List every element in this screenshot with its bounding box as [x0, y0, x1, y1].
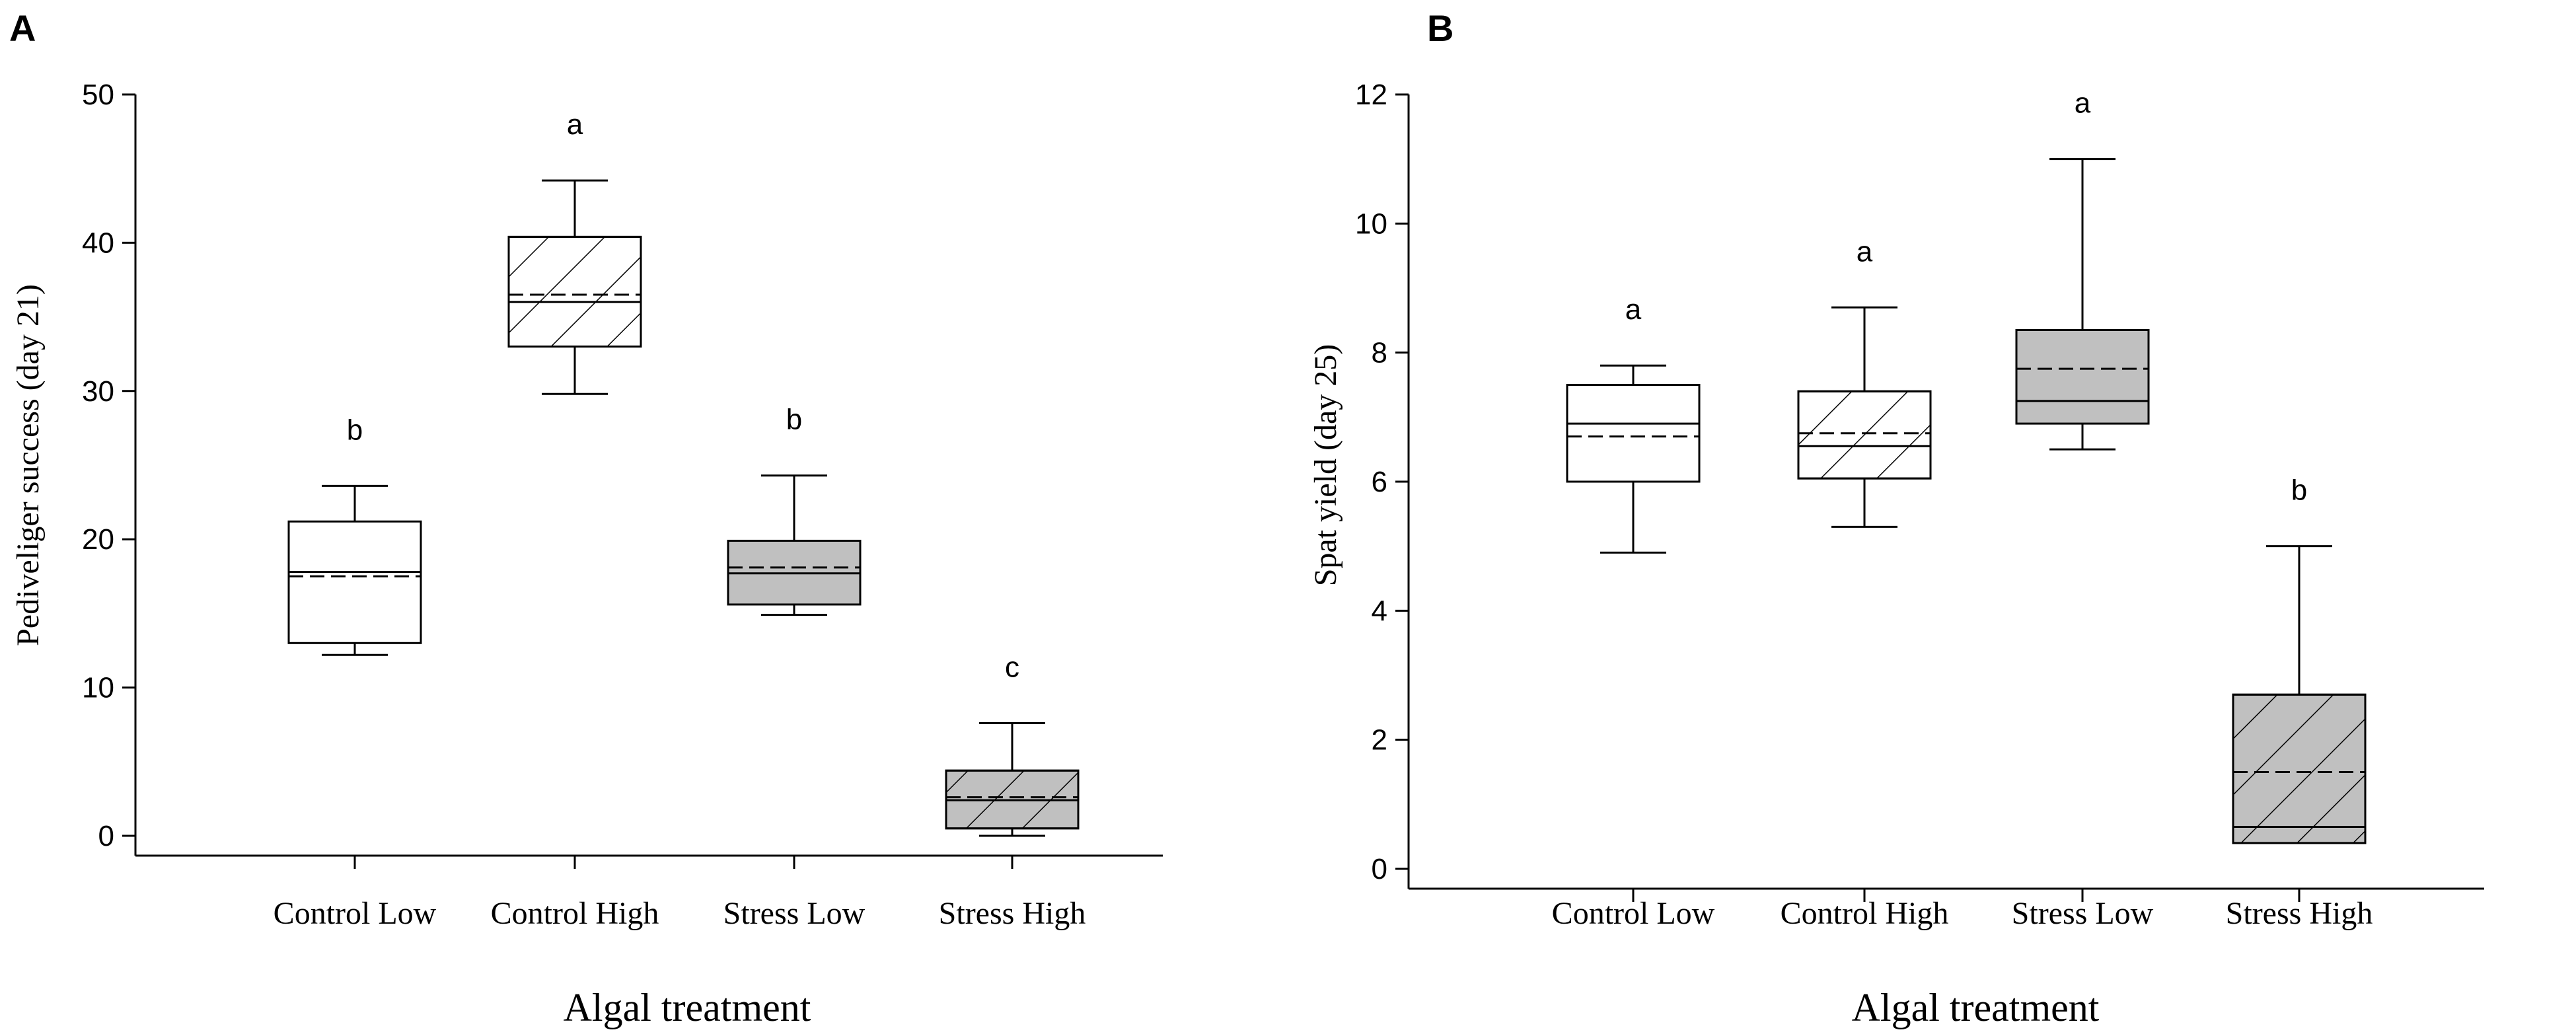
- box-body: [287, 520, 422, 644]
- box-body: [1566, 384, 1701, 483]
- box-outline: [507, 235, 642, 348]
- panel-letter: A: [9, 7, 36, 49]
- y-tick-label: 2: [1372, 724, 1387, 757]
- significance-letter: a: [2075, 87, 2091, 120]
- y-tick-label: 12: [1355, 79, 1387, 111]
- panel-a: A 0 10 20 30 40 50 Control Low Control High Stres…: [9, 7, 1163, 1029]
- significance-letter: b: [2291, 474, 2307, 507]
- significance-letter: c: [1005, 651, 1019, 683]
- y-axis-title: Spat yield (day 25): [1308, 344, 1343, 587]
- box-control-high: a: [507, 108, 642, 395]
- box-hatch: [509, 237, 641, 347]
- significance-letter: a: [1857, 235, 1873, 268]
- y-tick-label: 0: [1372, 853, 1387, 885]
- x-axis-title: Algal treatment: [1852, 986, 2100, 1029]
- x-tick-label: Control Low: [1552, 896, 1715, 931]
- y-tick-label: 10: [82, 672, 114, 704]
- box-stress-low: b: [727, 404, 862, 616]
- box-hatch: [2233, 694, 2365, 843]
- box-stress-high: b: [2232, 474, 2367, 844]
- y-tick-label: 40: [82, 227, 114, 259]
- box-stress-low: a: [2015, 87, 2150, 451]
- y-tick-label: 20: [82, 523, 114, 556]
- y-axis-title: Pediveliger success (day 21): [11, 284, 46, 646]
- box-outline: [2232, 693, 2367, 844]
- y-tick-label: 4: [1372, 595, 1387, 627]
- y-tick-label: 30: [82, 375, 114, 408]
- box-outline: [1797, 390, 1932, 480]
- box-control-low: b: [287, 414, 422, 656]
- x-tick-label: Stress High: [2226, 896, 2373, 931]
- box-stress-high: c: [945, 651, 1080, 837]
- x-tick-label: Control High: [1781, 896, 1949, 931]
- x-tick-label: Stress High: [939, 896, 1086, 931]
- x-axis-title: Algal treatment: [564, 986, 811, 1029]
- significance-letter: a: [1625, 293, 1642, 326]
- x-tick-label: Control High: [491, 896, 659, 931]
- box-control-low: a: [1566, 293, 1701, 554]
- y-tick-label: 8: [1372, 337, 1387, 369]
- y-tick-label: 50: [82, 79, 114, 111]
- y-tick-label: 10: [1355, 207, 1387, 240]
- box-hatch: [1798, 391, 1931, 479]
- y-tick-label: 6: [1372, 466, 1387, 498]
- significance-letter: b: [347, 414, 363, 446]
- panel-letter: B: [1427, 7, 1454, 49]
- x-tick-label: Stress Low: [2012, 896, 2154, 931]
- panel-b: B 0 2 4 6 8 10 12 Control Low Control High Stress …: [1308, 7, 2484, 1029]
- box-body: [2015, 328, 2150, 425]
- box-control-high: a: [1797, 235, 1932, 528]
- x-tick-label: Stress Low: [723, 896, 865, 931]
- x-tick-label: Control Low: [274, 896, 437, 931]
- significance-letter: b: [786, 404, 802, 436]
- significance-letter: a: [567, 108, 583, 141]
- y-tick-label: 0: [98, 820, 114, 852]
